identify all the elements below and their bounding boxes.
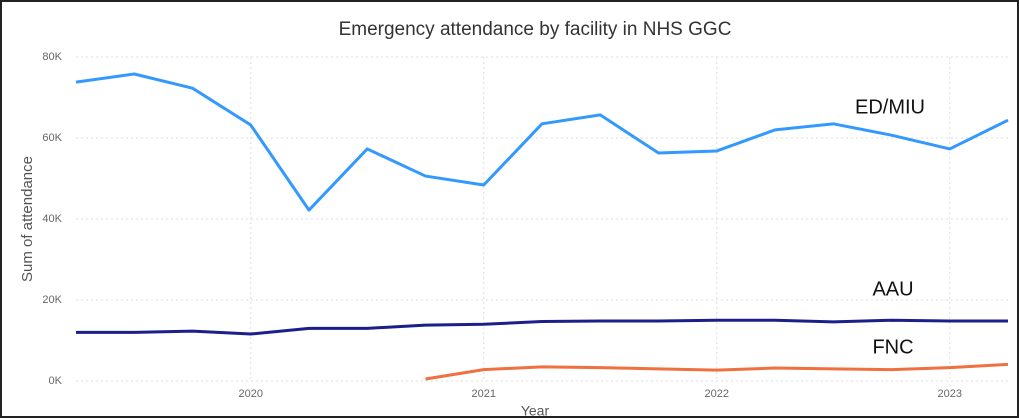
y-tick-label: 20K [42, 294, 62, 306]
y-tick-label: 0K [49, 375, 63, 387]
line [75, 72, 1009, 212]
y-axis-title: Sum of attendance [19, 156, 36, 282]
x-axis-title: Year [521, 403, 550, 418]
series-label: AAU [872, 278, 913, 300]
series-label: ED/MIU [855, 96, 925, 118]
series-label: FNC [872, 336, 913, 358]
line [425, 362, 1009, 381]
x-tick-label: 2021 [472, 388, 496, 400]
x-tick-label: 2022 [705, 388, 729, 400]
x-tick-label: 2023 [938, 388, 962, 400]
y-tick-label: 60K [42, 132, 62, 144]
line [76, 318, 1008, 336]
chart-title: Emergency attendance by facility in NHS … [339, 19, 732, 40]
y-tick-label: 40K [42, 213, 62, 225]
x-tick-label: 2020 [239, 388, 263, 400]
y-tick-label: 80K [42, 51, 62, 63]
